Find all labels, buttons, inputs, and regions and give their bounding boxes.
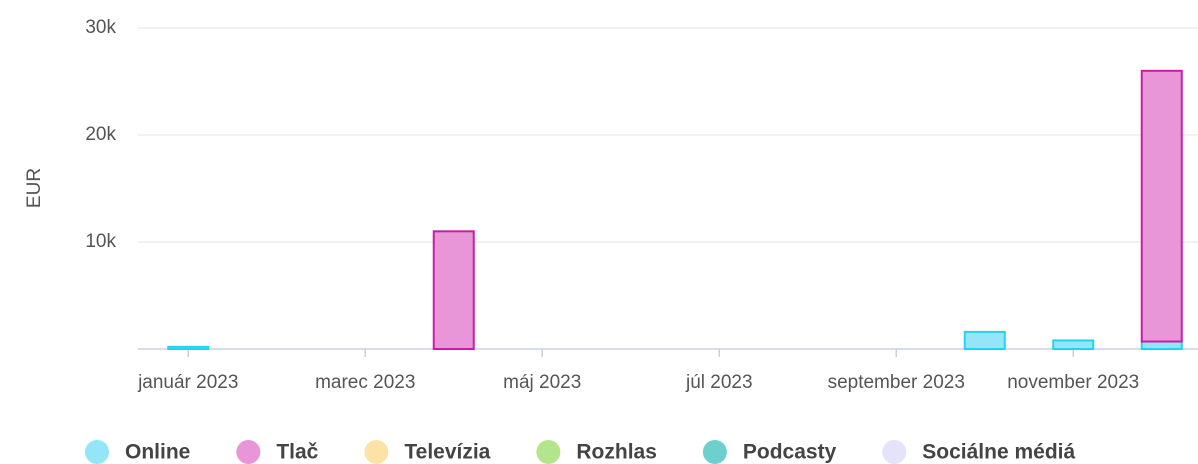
legend-label: Sociálne médiá [922, 441, 1075, 464]
legend-marker [536, 440, 561, 464]
x-tick-label: máj 2023 [503, 372, 581, 393]
legend-label: Online [125, 441, 190, 464]
y-axis-label: EUR [24, 168, 45, 208]
legend-marker [364, 440, 389, 464]
x-tick-label: september 2023 [828, 372, 965, 393]
bar-segment [1140, 340, 1183, 351]
y-tick-label: 30k [85, 17, 116, 38]
legend-label: Tlač [276, 441, 318, 464]
legend-marker [702, 440, 727, 464]
x-tick-label: november 2023 [1007, 372, 1139, 393]
bar-segment [963, 330, 1006, 351]
bar-segment [432, 230, 475, 350]
legend-marker [882, 440, 907, 464]
x-tick-label: január 2023 [137, 372, 238, 393]
x-tick-label: júl 2023 [685, 372, 753, 393]
x-tick-label: marec 2023 [315, 372, 415, 393]
legend-label: Podcasty [743, 441, 837, 464]
y-tick-label: 20k [85, 124, 116, 145]
bar-segment [1140, 69, 1183, 343]
legend-label: Rozhlas [576, 441, 657, 464]
y-tick-label: 10k [85, 231, 116, 252]
bar-segment [167, 345, 210, 350]
bar-segment [1052, 339, 1095, 351]
legend-marker [85, 440, 109, 464]
legend-label: Televízia [404, 441, 490, 464]
legend-marker [236, 440, 261, 464]
